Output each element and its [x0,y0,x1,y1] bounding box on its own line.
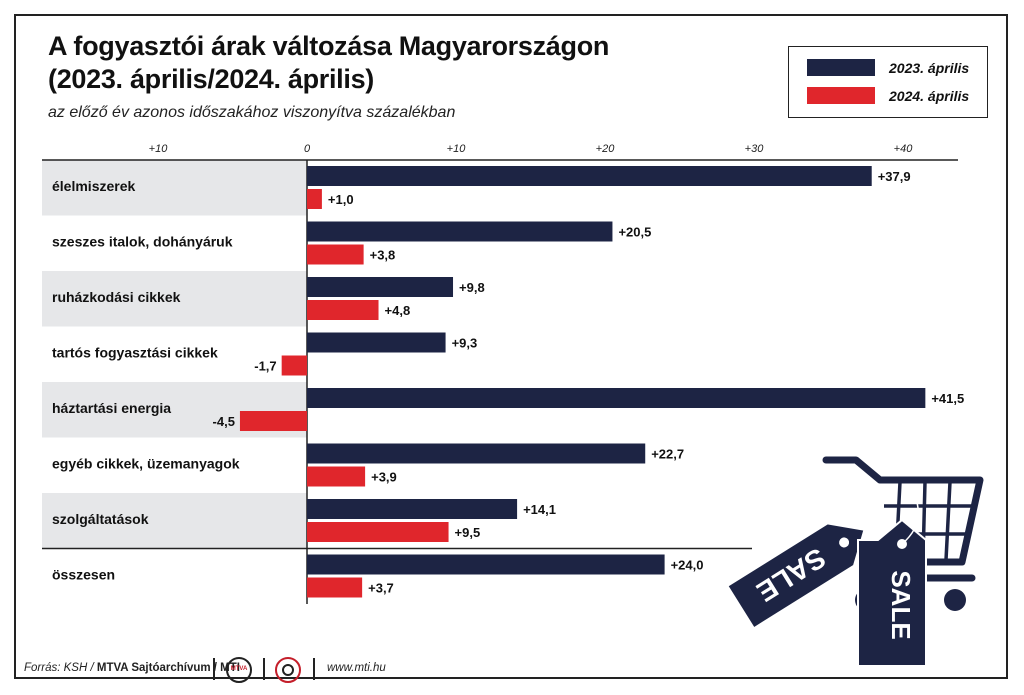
legend-swatch-2023 [807,59,875,76]
source-credit: Forrás: KSH / MTVA Sajtóarchívum / MTI [24,662,240,674]
legend-swatch-2024 [807,87,875,104]
mtva-logo-icon: MTVA [226,657,252,683]
footer-url[interactable]: www.mti.hu [327,662,386,674]
title-line-1: A fogyasztói árak változása Magyarország… [48,31,610,61]
legend-label-2024: 2024. április [889,88,970,104]
source-prefix: Forrás: KSH / [24,662,97,674]
footer-separator [263,658,265,680]
footer-separator [313,658,315,680]
chart-subtitle: az előző év azonos időszakához viszonyít… [48,104,456,121]
logo-text: MTVA [230,666,248,672]
footer-separator [213,658,215,680]
legend: 2023. április 2024. április [788,46,988,118]
chart-title: A fogyasztói árak változása Magyarország… [48,30,609,96]
title-line-2: (2023. április/2024. április) [48,64,374,94]
legend-label-2023: 2023. április [889,60,970,76]
source-bold: MTVA Sajtóarchívum / MTI [96,662,240,674]
mti-logo-icon [275,657,301,683]
